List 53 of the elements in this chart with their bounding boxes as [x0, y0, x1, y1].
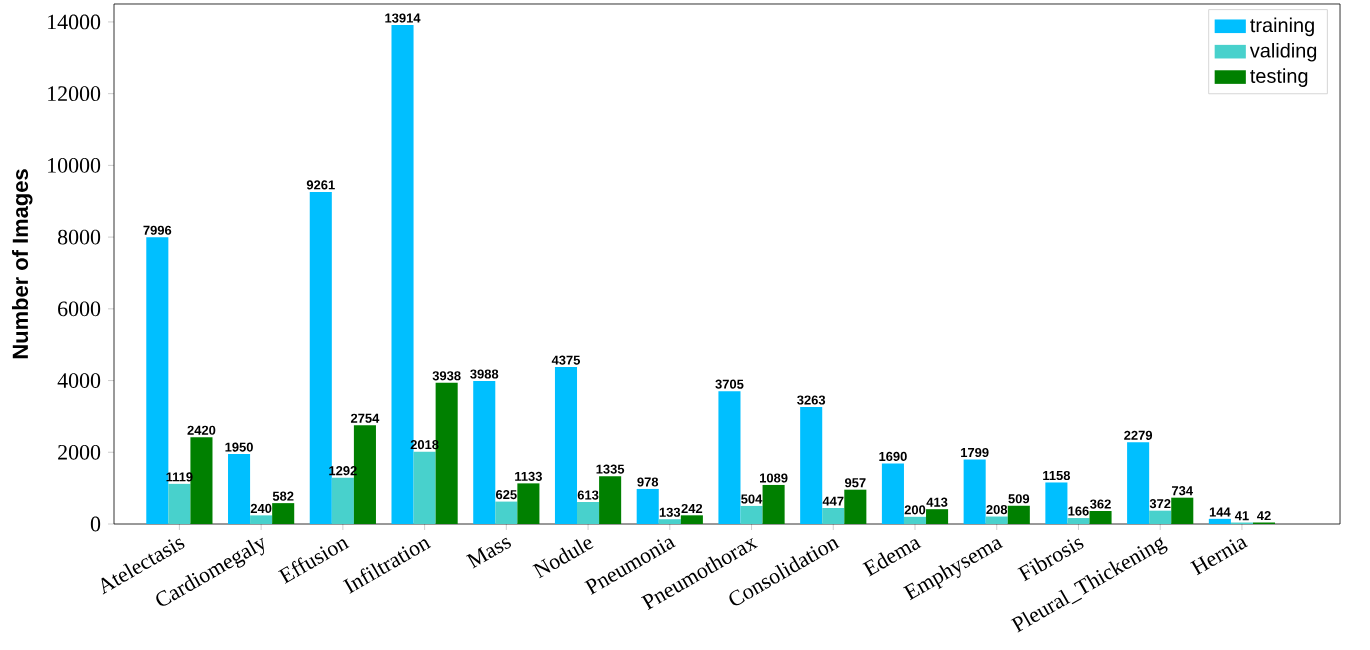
- bar: [822, 507, 845, 524]
- bar: [250, 515, 273, 524]
- bar: [636, 488, 659, 524]
- bar: [985, 516, 1008, 524]
- legend-label: testing: [1250, 68, 1308, 87]
- bar: [1149, 510, 1172, 524]
- bar: [1007, 505, 1030, 524]
- bar: [577, 502, 600, 524]
- bar: [168, 483, 191, 524]
- bar: [495, 501, 518, 524]
- bar: [554, 367, 578, 524]
- y-tick-label: 4000: [57, 373, 101, 388]
- bar: [844, 489, 867, 524]
- bar: [309, 191, 332, 524]
- bar: [963, 459, 986, 524]
- bar: [435, 382, 458, 524]
- x-tick-label: Hernia: [1190, 538, 1249, 576]
- bar: [413, 451, 436, 524]
- bar: [1089, 511, 1112, 524]
- bar: [903, 516, 927, 524]
- bar: [680, 515, 703, 524]
- y-tick-label: 14000: [48, 14, 101, 30]
- bar: [272, 503, 295, 524]
- bar: [331, 477, 354, 524]
- bar: [1171, 497, 1194, 524]
- bar: [146, 237, 169, 524]
- bar: [762, 484, 785, 524]
- bar: [228, 454, 251, 524]
- bar: [881, 463, 904, 524]
- bar: [1208, 518, 1231, 524]
- bar: [473, 380, 496, 524]
- legend-label: training: [1250, 17, 1314, 37]
- y-axis-title: Number of Images: [11, 169, 33, 359]
- bar: [599, 476, 622, 524]
- bar: [190, 437, 213, 524]
- legend-label: validing: [1249, 42, 1317, 62]
- y-tick-label: 6000: [58, 301, 101, 317]
- x-tick-label: Mass: [465, 537, 511, 569]
- y-tick-label: 8000: [57, 229, 101, 245]
- bar: [926, 509, 949, 524]
- y-tick-label: 2000: [58, 444, 101, 460]
- bar: [391, 25, 414, 524]
- y-tick-label: 0: [90, 516, 101, 532]
- bar: [1045, 482, 1068, 524]
- bar: [1067, 518, 1090, 524]
- bar: [740, 505, 763, 524]
- bar: [1127, 442, 1150, 524]
- bar: [353, 425, 376, 524]
- bar: [517, 483, 540, 524]
- bar: [718, 391, 741, 524]
- y-tick-label: 10000: [48, 158, 101, 173]
- y-tick-label: 12000: [48, 86, 101, 102]
- bar: [800, 406, 823, 524]
